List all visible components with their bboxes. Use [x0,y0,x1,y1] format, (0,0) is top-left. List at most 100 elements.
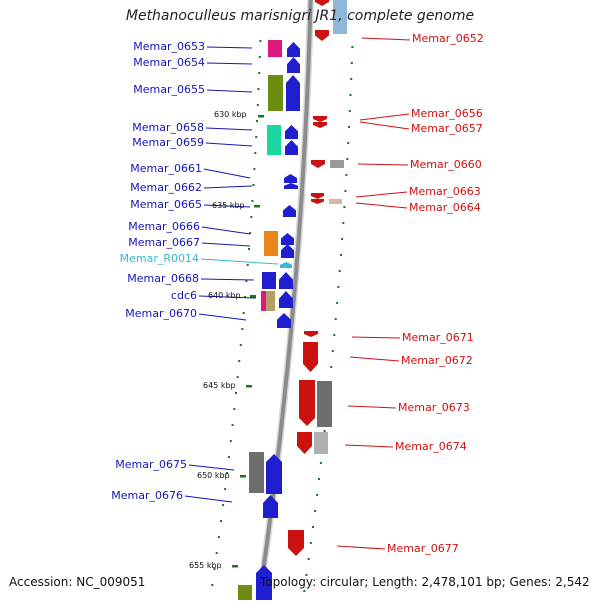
gene-forward-16 [256,565,272,600]
scale-dot-left [235,392,237,394]
leader-line-left-7 [203,204,251,208]
gene-label-memar-0659[interactable]: Memar_0659 [132,136,204,149]
scale-dot-left [241,328,244,330]
gene-label-memar-0665[interactable]: Memar_0665 [130,198,202,211]
scale-dot-right [343,206,346,208]
gene-label-memar-0666[interactable]: Memar_0666 [128,220,200,233]
topology-text: Topology: circular; Length: 2,478,101 bp… [260,575,590,589]
scale-dot-left [257,88,260,90]
cds-box-7 [249,452,264,493]
leader-line-right-5 [355,202,408,209]
gene-label-memar-0674[interactable]: Memar_0674 [395,440,467,453]
scale-dot-right [345,174,348,176]
scale-dot-left [250,216,253,218]
leader-line-right-6 [351,336,401,339]
leader-line-left-6 [203,185,253,189]
gene-label-memar-0672[interactable]: Memar_0672 [401,354,473,367]
leader-line-right-4 [355,191,408,198]
gene-forward-9 [281,244,294,258]
gene-forward-15 [263,495,278,518]
leader-line-left-11 [200,278,255,281]
leader-line-left-10 [200,258,279,265]
map-title: Methanoculleus marisnigri JR1, complete … [125,8,475,24]
scale-dot-left [222,504,225,506]
gene-reverse-8 [303,342,318,372]
gene-label-memar-0677[interactable]: Memar_0677 [387,542,459,555]
cds-box-4 [262,272,276,289]
leader-line-left-0 [206,46,253,49]
gene-reverse-1 [315,30,329,41]
scale-dot-right [319,462,322,464]
leader-line-left-3 [205,127,253,131]
gene-label-memar-0673[interactable]: Memar_0673 [398,401,470,414]
scale-dot-left [251,200,254,202]
gene-reverse-6 [311,199,324,204]
gene-label-memar-0676[interactable]: Memar_0676 [111,489,183,502]
gene-forward-3 [285,125,298,139]
gene-label-memar-0654[interactable]: Memar_0654 [133,56,205,69]
gene-forward-5 [284,174,297,183]
gene-reverse-4 [311,160,325,168]
scale-dot-right [305,574,308,576]
scale-dot-right [303,590,306,592]
gene-label-memar-0653[interactable]: Memar_0653 [133,40,205,53]
gene-label-memar-0656[interactable]: Memar_0656 [411,107,483,120]
scale-dot-left [249,232,252,234]
gene-forward-8 [281,233,294,245]
scale-dot-right [342,222,345,224]
gene-label-memar-0663[interactable]: Memar_0663 [409,185,481,198]
gene-label-memar-r0014[interactable]: Memar_R0014 [119,252,199,265]
leader-line-left-8 [201,226,251,235]
gene-label-memar-0655[interactable]: Memar_0655 [133,83,205,96]
gene-label-memar-0670[interactable]: Memar_0670 [125,307,197,320]
leader-line-left-9 [201,242,251,247]
gene-label-memar-0652[interactable]: Memar_0652 [412,32,484,45]
scale-major-tick-1 [254,205,260,208]
gene-label-cdc6[interactable]: cdc6 [170,289,197,302]
scale-label-630: 630 kbp [214,110,247,119]
gene-label-memar-0660[interactable]: Memar_0660 [410,158,482,171]
scale-dot-right [309,542,312,544]
scale-dot-left [259,40,262,42]
scale-major-tick-3 [246,385,252,388]
scale-dot-right [344,190,347,192]
scale-dot-left [224,488,227,490]
leader-line-left-4 [205,142,253,147]
cds-box-9 [330,160,344,168]
gene-reverse-9 [299,380,315,426]
gene-forward-2 [286,75,300,111]
gene-label-memar-0668[interactable]: Memar_0668 [127,272,199,285]
gene-label-memar-0662[interactable]: Memar_0662 [130,181,202,194]
scale-dot-left [213,568,216,570]
cds-box-0 [268,40,282,57]
gene-forward-7 [283,205,296,217]
gene-label-memar-0675[interactable]: Memar_0675 [115,458,187,471]
gene-label-memar-0671[interactable]: Memar_0671 [402,331,474,344]
gene-label-memar-0658[interactable]: Memar_0658 [132,121,204,134]
scale-major-tick-2 [250,295,256,298]
scale-dot-left [233,408,236,410]
leader-line-right-8 [347,405,397,409]
leader-line-left-15 [184,495,233,503]
gene-label-memar-0664[interactable]: Memar_0664 [409,201,481,214]
scale-label-635: 635 kbp [212,201,245,210]
scale-dot-left [238,360,241,362]
gene-label-memar-0657[interactable]: Memar_0657 [411,122,483,135]
scale-dot-right [333,334,336,336]
gene-forward-13 [277,313,291,328]
scale-dot-left [215,552,218,554]
scale-dot-left [246,264,249,266]
gene-label-memar-0667[interactable]: Memar_0667 [128,236,200,249]
scale-dot-left [252,184,255,186]
gene-label-memar-0661[interactable]: Memar_0661 [130,162,202,175]
gene-reverse-5 [311,193,324,199]
gene-forward-12 [279,291,293,308]
cds-box-1 [268,75,283,111]
gene-forward-1 [287,57,300,73]
scale-dot-left [226,472,228,474]
leader-line-left-1 [206,62,253,65]
scale-major-tick-4 [240,475,246,478]
gene-forward-0 [287,42,300,57]
